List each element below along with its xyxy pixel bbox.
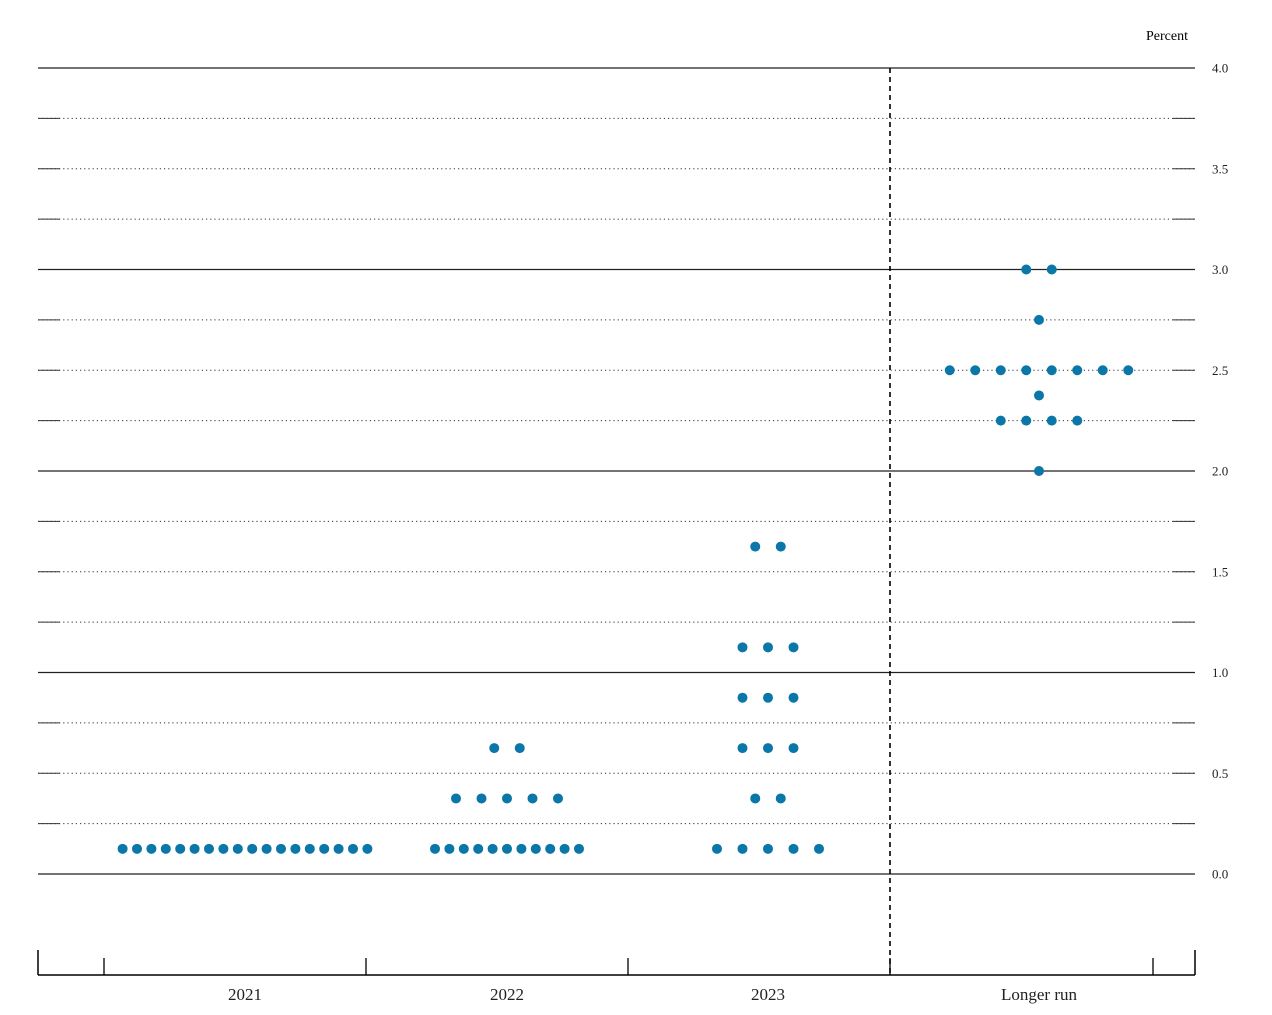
data-dot bbox=[319, 843, 330, 854]
data-dot bbox=[444, 843, 455, 854]
data-dot bbox=[763, 743, 773, 754]
y-tick-label: 2.5 bbox=[1212, 363, 1228, 378]
data-dot bbox=[489, 743, 500, 754]
data-dot bbox=[750, 793, 761, 804]
data-dot bbox=[737, 692, 748, 703]
data-dot bbox=[737, 843, 748, 854]
data-dot bbox=[333, 843, 344, 854]
data-dot bbox=[160, 843, 171, 854]
data-dot bbox=[559, 843, 570, 854]
y-tick-label: 1.5 bbox=[1212, 564, 1228, 579]
y-tick-label: 4.0 bbox=[1212, 61, 1228, 76]
unit-label: Percent bbox=[1146, 29, 1188, 44]
data-dot bbox=[502, 843, 512, 854]
data-dot bbox=[1123, 365, 1134, 376]
data-dot bbox=[458, 843, 469, 854]
data-dot bbox=[261, 843, 272, 854]
data-dot bbox=[530, 843, 541, 854]
data-dot bbox=[763, 843, 773, 854]
y-tick-label: 0.5 bbox=[1212, 766, 1228, 781]
data-dot bbox=[304, 843, 315, 854]
data-dot bbox=[473, 843, 484, 854]
data-dot bbox=[750, 541, 761, 552]
data-dot bbox=[527, 793, 538, 804]
data-dot bbox=[476, 793, 487, 804]
data-dot bbox=[430, 843, 440, 854]
data-dot bbox=[247, 843, 258, 854]
x-category-label: 2022 bbox=[490, 985, 524, 1004]
data-dot bbox=[1097, 365, 1108, 376]
y-tick-label: 1.0 bbox=[1212, 665, 1228, 680]
data-dot bbox=[1034, 466, 1044, 476]
data-dot bbox=[763, 642, 773, 653]
data-dot bbox=[788, 692, 799, 703]
data-dot bbox=[1021, 365, 1032, 376]
data-dot bbox=[1021, 415, 1032, 426]
data-dot bbox=[276, 843, 286, 854]
dots-layer bbox=[117, 264, 1134, 854]
data-dot bbox=[175, 843, 186, 854]
data-dot bbox=[132, 843, 142, 854]
data-dot bbox=[514, 743, 525, 754]
data-dot bbox=[545, 843, 556, 854]
data-dot bbox=[814, 843, 824, 854]
data-dot bbox=[146, 843, 157, 854]
data-dot bbox=[1021, 264, 1032, 275]
data-dot bbox=[1046, 264, 1057, 275]
data-dot bbox=[995, 415, 1006, 426]
y-tick-label: 3.0 bbox=[1212, 262, 1228, 277]
data-dot bbox=[574, 843, 584, 854]
data-dot bbox=[944, 365, 955, 376]
data-dot bbox=[204, 843, 214, 854]
data-dot bbox=[737, 743, 748, 754]
data-dot bbox=[362, 843, 373, 854]
data-dot bbox=[775, 793, 786, 804]
data-dot bbox=[189, 843, 200, 854]
data-dot bbox=[1072, 365, 1083, 376]
data-dot bbox=[348, 843, 358, 854]
data-dot bbox=[788, 743, 799, 754]
data-dot bbox=[451, 793, 461, 804]
data-dot bbox=[290, 843, 301, 854]
data-dot bbox=[218, 843, 229, 854]
y-tick-label: 0.0 bbox=[1212, 867, 1228, 882]
data-dot bbox=[737, 642, 748, 653]
data-dot bbox=[788, 843, 799, 854]
data-dot bbox=[1046, 415, 1057, 426]
data-dot bbox=[1034, 390, 1044, 401]
data-dot bbox=[553, 793, 563, 804]
x-category-label: Longer run bbox=[1001, 985, 1078, 1004]
x-axis: 2021 2022 2023 Longer run bbox=[37, 950, 1196, 1004]
data-dot bbox=[232, 843, 243, 854]
data-dot bbox=[775, 541, 786, 552]
data-dot bbox=[1034, 314, 1044, 325]
data-dot bbox=[502, 793, 512, 804]
data-dot bbox=[1072, 415, 1083, 426]
x-category-label: 2021 bbox=[228, 985, 262, 1004]
data-dot bbox=[117, 843, 128, 854]
data-dot bbox=[712, 843, 722, 854]
data-dot bbox=[970, 365, 981, 376]
data-dot bbox=[995, 365, 1006, 376]
y-tick-label: 2.0 bbox=[1212, 464, 1228, 479]
data-dot bbox=[1046, 365, 1057, 376]
gridlines bbox=[38, 67, 1195, 875]
data-dot bbox=[763, 692, 773, 703]
y-axis-ticks: 4.0 3.5 3.0 2.5 2.0 1.5 1.0 0.5 0.0 bbox=[1212, 61, 1228, 882]
data-dot bbox=[487, 843, 498, 854]
x-category-label: 2023 bbox=[751, 985, 785, 1004]
y-tick-label: 3.5 bbox=[1212, 161, 1228, 176]
data-dot bbox=[788, 642, 799, 653]
data-dot bbox=[516, 843, 527, 854]
